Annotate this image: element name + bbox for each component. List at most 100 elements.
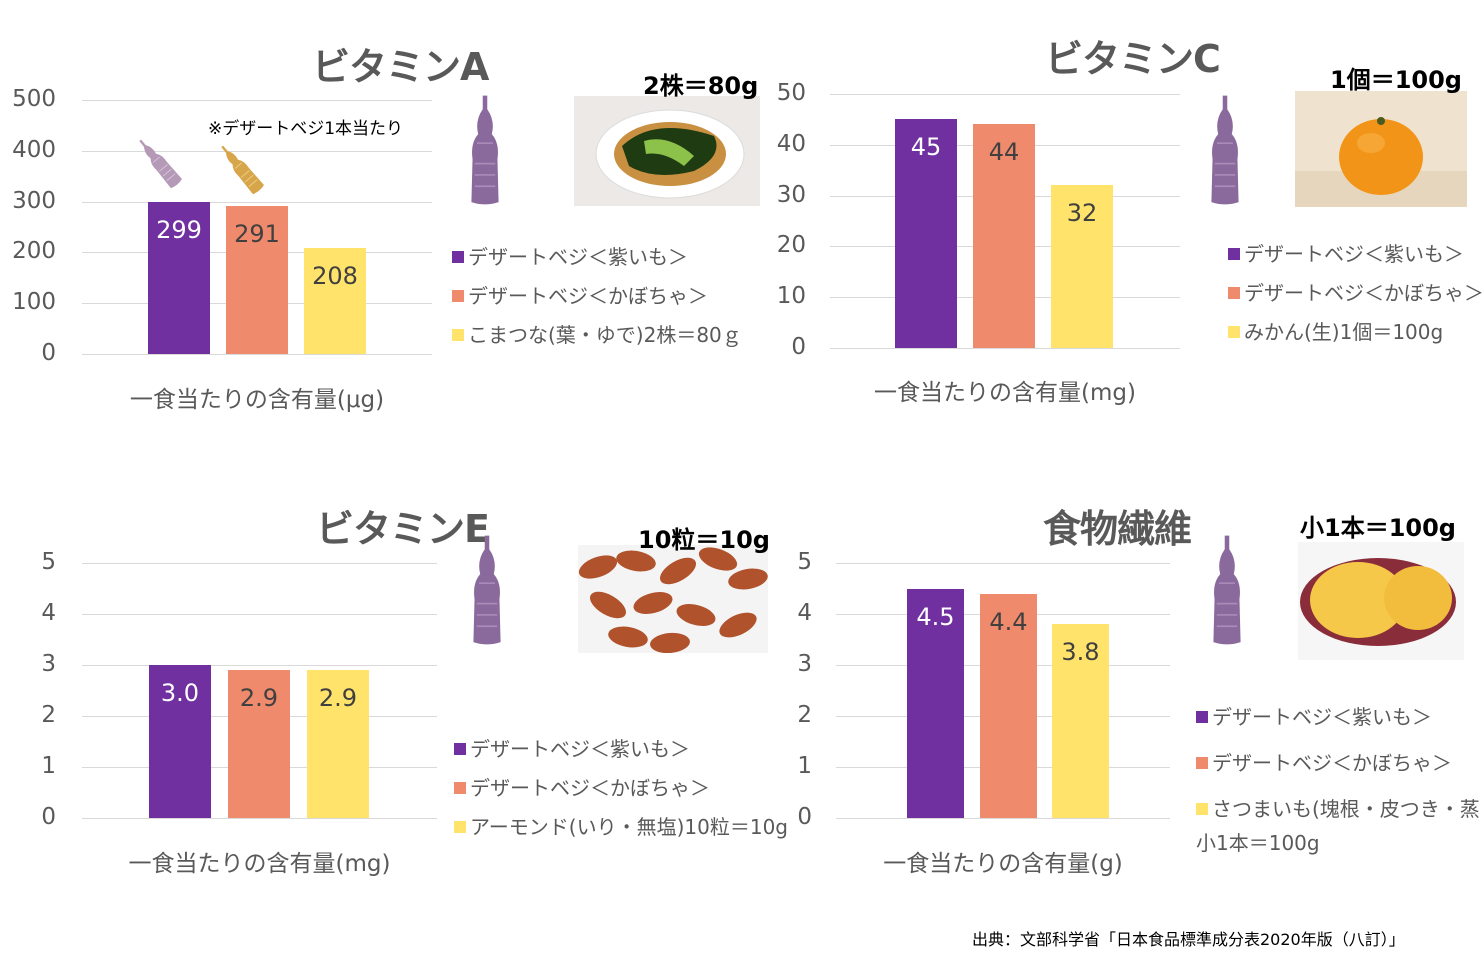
legend-label-line: みかん(生)1個＝100g bbox=[1244, 320, 1444, 344]
per-piece-note: ※デザートベジ1本当たり bbox=[208, 119, 404, 139]
pumpkin-veggie-icon bbox=[214, 139, 270, 201]
gridline bbox=[82, 665, 437, 666]
data-label: 32 bbox=[1066, 199, 1098, 228]
y-tick-label: 1 bbox=[797, 753, 812, 779]
portion-label: 1個＝100g bbox=[1330, 66, 1462, 94]
y-tick-label: 200 bbox=[12, 238, 56, 265]
gridline bbox=[82, 150, 432, 152]
purple-sweet-potato-dessert-veggie-image bbox=[1210, 532, 1244, 652]
legend-label-line: デザートベジ＜かぼちゃ＞ bbox=[1244, 281, 1483, 305]
y-tick-label: 3 bbox=[797, 651, 812, 677]
y-tick-label: 4 bbox=[41, 600, 56, 626]
legend-swatch bbox=[454, 743, 466, 755]
almond-photo bbox=[578, 545, 768, 653]
y-tick-label: 0 bbox=[791, 334, 806, 360]
bar bbox=[307, 670, 369, 818]
legend-label-line: こまつな(葉・ゆで)2株＝80ｇ bbox=[468, 323, 742, 347]
gridline bbox=[830, 94, 1180, 95]
data-label: 3.0 bbox=[160, 679, 200, 707]
y-tick-label: 500 bbox=[12, 86, 56, 112]
y-tick-label: 0 bbox=[41, 804, 56, 830]
bar bbox=[895, 119, 957, 348]
legend-label: デザートベジ＜紫いも＞ bbox=[468, 244, 688, 270]
legend-label: デザートベジ＜かぼちゃ＞ bbox=[468, 283, 708, 309]
gridline bbox=[82, 614, 437, 615]
portion-label: 小1本＝100g bbox=[1300, 514, 1456, 542]
legend-label-line: デザートベジ＜かぼちゃ＞ bbox=[470, 776, 710, 800]
y-tick-label: 3 bbox=[41, 651, 56, 677]
chart-title: ビタミンA bbox=[312, 45, 489, 89]
bar bbox=[148, 202, 210, 354]
legend-label-line: デザートベジ＜紫いも＞ bbox=[1212, 705, 1432, 729]
legend: デザートベジ＜紫いも＞ デザートベジ＜かぼちゃ＞ みかん(生)1個＝100g bbox=[1228, 241, 1483, 358]
bar bbox=[226, 206, 288, 354]
legend-label: みかん(生)1個＝100g bbox=[1244, 319, 1443, 345]
legend-label-line: デザートベジ＜紫いも＞ bbox=[1244, 242, 1464, 266]
legend-item: アーモンド(いり・無塩)10粒＝10g bbox=[454, 814, 788, 840]
gridline bbox=[82, 100, 432, 101]
legend-label-line: さつまいも(塊根・皮つき・蒸し) bbox=[1212, 797, 1483, 821]
data-label: 44 bbox=[988, 138, 1020, 167]
legend-label: デザートベジ＜紫いも＞ bbox=[1244, 241, 1464, 267]
legend-label-line: アーモンド(いり・無塩)10粒＝10g bbox=[470, 815, 788, 839]
y-tick-label: 30 bbox=[776, 181, 806, 208]
legend-swatch bbox=[454, 782, 466, 794]
y-tick-label: 2 bbox=[797, 702, 812, 728]
legend-item: デザートベジ＜かぼちゃ＞ bbox=[1228, 280, 1483, 306]
legend: デザートベジ＜紫いも＞ デザートベジ＜かぼちゃ＞ さつまいも(塊根・皮つき・蒸し) 小… bbox=[1196, 704, 1483, 876]
legend-label: こまつな(葉・ゆで)2株＝80ｇ bbox=[468, 322, 742, 348]
sweet-potato-photo bbox=[1298, 542, 1464, 660]
legend-item: デザートベジ＜かぼちゃ＞ bbox=[1196, 750, 1483, 776]
x-axis-label: 一食当たりの含有量(mg) bbox=[874, 380, 1136, 406]
legend-item: デザートベジ＜紫いも＞ bbox=[454, 736, 788, 762]
gridline bbox=[82, 563, 437, 564]
portion-label: 10粒＝10g bbox=[638, 526, 770, 554]
legend-item: デザートベジ＜紫いも＞ bbox=[1228, 241, 1483, 267]
bar bbox=[980, 593, 1037, 818]
legend-swatch bbox=[1196, 757, 1208, 769]
legend-label: デザートベジ＜紫いも＞ bbox=[1212, 704, 1432, 730]
legend-item: さつまいも(塊根・皮つき・蒸し) 小1本＝100g bbox=[1196, 796, 1483, 856]
bar bbox=[304, 248, 366, 354]
purple-sweet-potato-dessert-veggie-image bbox=[470, 532, 504, 652]
legend-item: こまつな(葉・ゆで)2株＝80ｇ bbox=[452, 322, 742, 348]
legend-swatch bbox=[452, 251, 464, 263]
x-axis-label: 一食当たりの含有量(mg) bbox=[128, 851, 391, 877]
data-label: 299 bbox=[156, 216, 202, 245]
legend-label-line: デザートベジ＜紫いも＞ bbox=[470, 737, 690, 761]
gridline bbox=[836, 563, 1170, 564]
legend-swatch bbox=[452, 329, 464, 341]
legend-item: デザートベジ＜かぼちゃ＞ bbox=[454, 775, 788, 801]
y-tick-label: 50 bbox=[776, 80, 806, 106]
source-citation: 出典：文部科学省「日本食品標準成分表2020年版（八訂）」 bbox=[972, 930, 1405, 949]
bar bbox=[149, 665, 211, 818]
y-tick-label: 10 bbox=[776, 283, 806, 310]
legend-label: さつまいも(塊根・皮つき・蒸し) 小1本＝100g bbox=[1196, 796, 1483, 856]
y-tick-label: 0 bbox=[41, 340, 56, 366]
data-label: 45 bbox=[910, 133, 942, 162]
bar bbox=[1051, 185, 1113, 348]
data-label: 3.8 bbox=[1061, 638, 1100, 667]
y-tick-label: 20 bbox=[776, 232, 806, 259]
bar bbox=[973, 124, 1035, 348]
legend: デザートベジ＜紫いも＞ デザートベジ＜かぼちゃ＞ アーモンド(いり・無塩)10粒＝1… bbox=[454, 736, 788, 853]
legend-label-line: デザートベジ＜紫いも＞ bbox=[468, 245, 688, 269]
y-tick-label: 5 bbox=[797, 549, 812, 575]
legend-item: デザートベジ＜かぼちゃ＞ bbox=[452, 283, 742, 309]
y-tick-label: 40 bbox=[776, 130, 806, 157]
x-axis-label: 一食当たりの含有量(g) bbox=[883, 851, 1123, 877]
komatsuna-photo bbox=[574, 96, 760, 206]
y-tick-label: 4 bbox=[797, 600, 812, 626]
y-tick-label: 100 bbox=[12, 289, 56, 316]
legend-swatch bbox=[1196, 803, 1208, 815]
legend-swatch bbox=[454, 821, 466, 833]
data-label: 4.5 bbox=[916, 602, 955, 631]
bar bbox=[907, 588, 964, 818]
y-tick-label: 300 bbox=[12, 187, 56, 214]
legend-label-line: デザートベジ＜かぼちゃ＞ bbox=[468, 284, 708, 308]
chart-title: 食物繊維 bbox=[1043, 507, 1192, 551]
legend-item: デザートベジ＜紫いも＞ bbox=[1196, 704, 1483, 730]
gridline bbox=[836, 818, 1170, 819]
chart-title: ビタミンC bbox=[1045, 37, 1221, 81]
purple-sweet-potato-icon bbox=[132, 133, 188, 195]
